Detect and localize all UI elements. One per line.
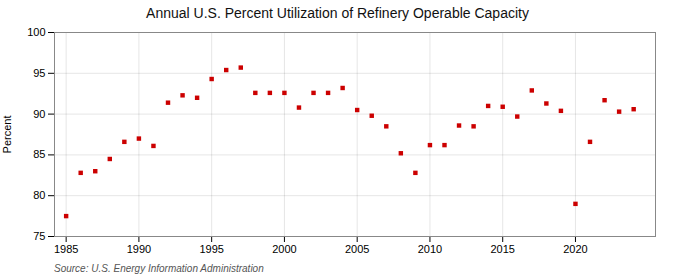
svg-text:90: 90 xyxy=(33,108,45,120)
svg-text:1995: 1995 xyxy=(199,243,223,255)
html-text:Annual U.S. Percent Utilizatio: Annual U.S. Percent Utilization of Refin… xyxy=(146,5,529,21)
svg-text:2010: 2010 xyxy=(418,243,442,255)
svg-text:95: 95 xyxy=(33,67,45,79)
svg-text:100: 100 xyxy=(27,26,45,38)
html-text:Source: U.S. Energy Informatio: Source: U.S. Energy Information Administ… xyxy=(54,263,264,274)
svg-text:2020: 2020 xyxy=(563,243,587,255)
svg-text:80: 80 xyxy=(33,189,45,201)
svg-text:1985: 1985 xyxy=(54,243,78,255)
svg-text:75: 75 xyxy=(33,230,45,242)
svg-text:85: 85 xyxy=(33,148,45,160)
svg-text:2015: 2015 xyxy=(490,243,514,255)
svg-text:1990: 1990 xyxy=(127,243,151,255)
svg-text:Percent: Percent xyxy=(1,116,13,154)
svg-text:2000: 2000 xyxy=(272,243,296,255)
svg-text:2005: 2005 xyxy=(345,243,369,255)
